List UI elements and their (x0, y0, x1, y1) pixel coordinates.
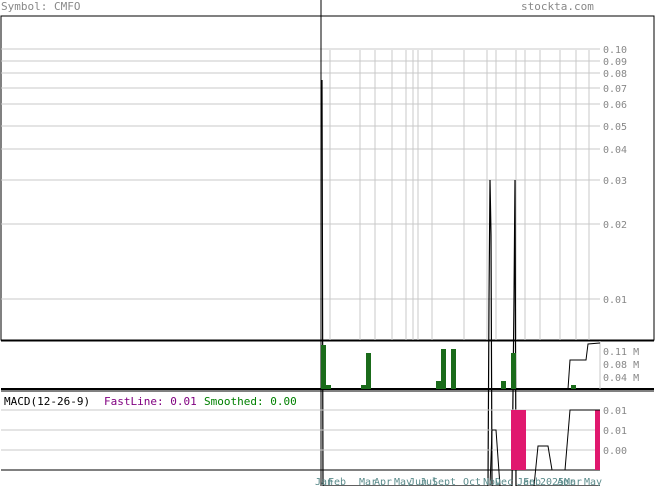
macd-label: MACD(12-26-9) (4, 395, 91, 408)
volume-overlay-line (567, 342, 601, 390)
x-tick-label: Mar (359, 477, 377, 486)
volume-bar (436, 381, 441, 389)
macd-tick-label: 0.01 (603, 426, 627, 437)
x-tick-label: Jul (420, 477, 438, 486)
macd-tick-label: 0.00 (603, 446, 627, 457)
x-tick-label: Jan (315, 477, 333, 486)
x-tick-label: May (394, 477, 412, 486)
x-tick-label: Apr (374, 477, 392, 486)
price-tick-label: 0.05 (603, 122, 627, 133)
volume-tick-label: 0.04 M (603, 373, 639, 384)
x-tick-label: 2025 (540, 477, 564, 486)
x-tick-label: Jun (409, 477, 427, 486)
price-tick-label: 0.08 (603, 69, 627, 80)
x-tick-label: Dec (495, 477, 513, 486)
volume-bar (451, 349, 456, 389)
x-tick-label: Jan (517, 477, 535, 486)
volume-bar (441, 349, 446, 389)
macd-smoothed-label: Smoothed: 0.00 (204, 395, 297, 408)
price-tick-label: 0.04 (603, 145, 627, 156)
price-tick-label: 0.02 (603, 220, 627, 231)
volume-bar (511, 353, 516, 389)
price-tick-label: 0.03 (603, 176, 627, 187)
macd-tick-label: 0.01 (603, 406, 627, 417)
price-tick-label: 0.06 (603, 100, 627, 111)
x-tick-label: Apr (557, 477, 575, 486)
price-panel-frame (0, 15, 655, 341)
price-tick-label: 0.10 (603, 45, 627, 56)
x-tick-label: Sept (432, 477, 456, 486)
volume-bar (326, 385, 331, 389)
macd-fastline-label: FastLine: 0.01 (104, 395, 197, 408)
macd-histogram-bar (511, 410, 526, 470)
volume-tick-label: 0.11 M (603, 347, 639, 358)
x-tick-label: May (584, 477, 602, 486)
x-tick-label: Oct (463, 477, 481, 486)
x-tick-label: Nov (483, 477, 501, 486)
price-tick-label: 0.09 (603, 57, 627, 68)
price-line (321, 79, 600, 486)
volume-bar (366, 353, 371, 389)
site-label[interactable]: stockta.com (521, 0, 594, 13)
volume-bar (501, 381, 506, 389)
price-tick-label: 0.07 (603, 84, 627, 95)
x-tick-label: Mar (564, 477, 582, 486)
macd-smoothed-line (533, 409, 600, 486)
x-tick-label: Feb (523, 477, 541, 486)
price-tick-label: 0.01 (603, 295, 627, 306)
macd-histogram-bar (595, 410, 600, 470)
volume-bar (361, 385, 366, 389)
symbol-label: Symbol: CMFO (1, 0, 81, 13)
macd-fastline (489, 429, 501, 486)
volume-bar (571, 385, 576, 389)
volume-bar (321, 345, 326, 389)
volume-tick-label: 0.08 M (603, 360, 639, 371)
x-tick-label: Feb (328, 477, 346, 486)
